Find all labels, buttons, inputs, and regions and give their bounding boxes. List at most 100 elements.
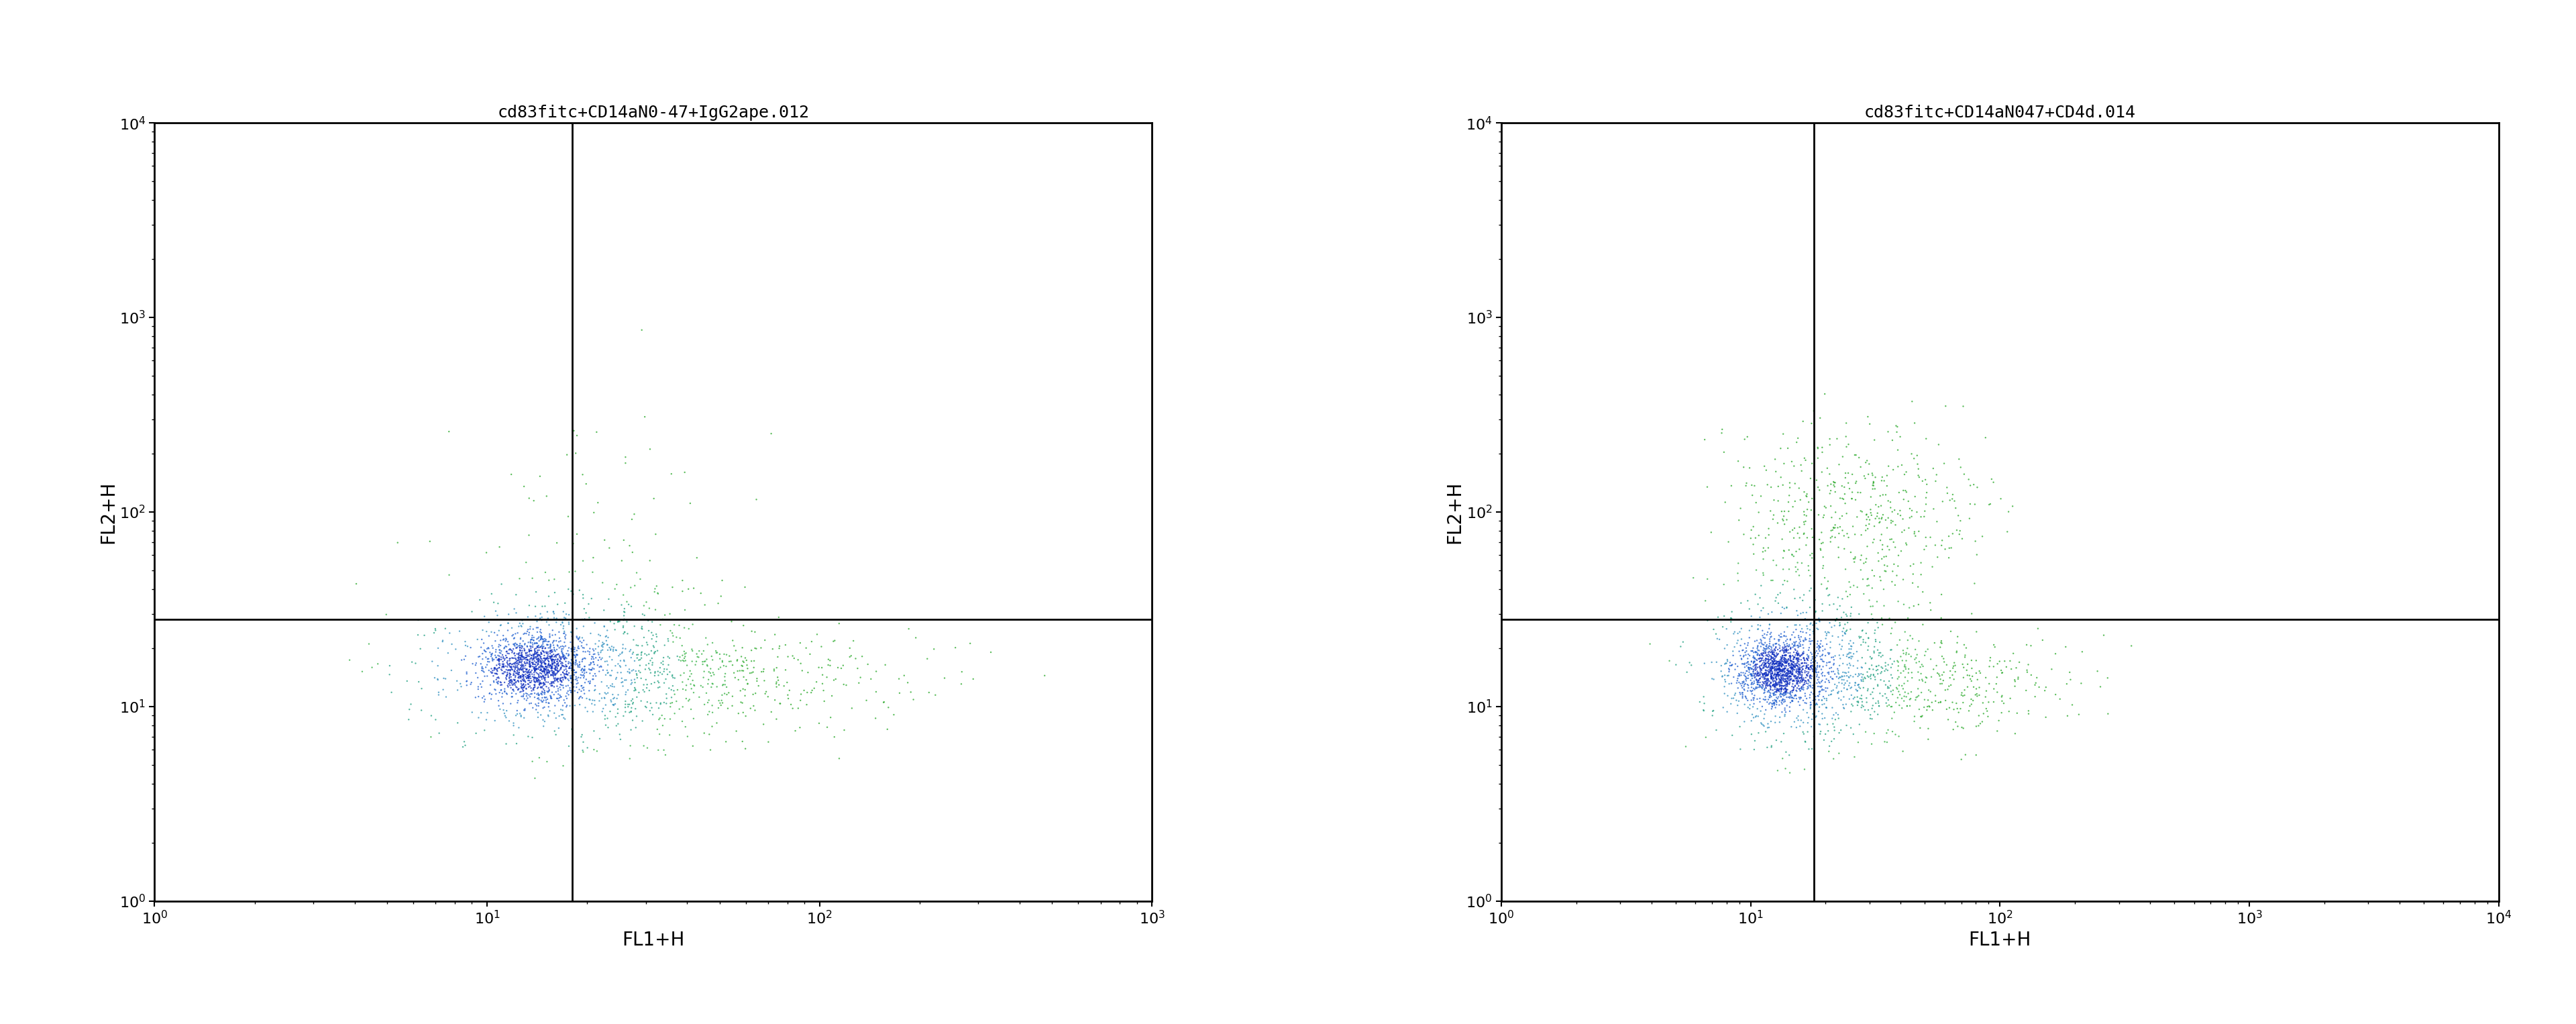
Point bbox=[835, 650, 876, 667]
Point bbox=[572, 671, 613, 687]
Point bbox=[489, 670, 531, 686]
Point bbox=[562, 660, 603, 677]
Point bbox=[507, 690, 549, 707]
Point bbox=[502, 478, 544, 495]
Point bbox=[1718, 632, 1759, 648]
Point bbox=[520, 638, 562, 654]
Point bbox=[1762, 656, 1803, 673]
Point bbox=[515, 677, 556, 693]
Point bbox=[1700, 663, 1741, 679]
Point bbox=[489, 680, 531, 696]
Point bbox=[590, 540, 631, 556]
Point bbox=[1736, 708, 1777, 724]
Point bbox=[1749, 673, 1790, 689]
Point bbox=[528, 626, 569, 642]
Point bbox=[670, 669, 711, 685]
Point bbox=[667, 692, 708, 709]
Point bbox=[1973, 693, 2014, 710]
Point bbox=[489, 466, 531, 482]
Point bbox=[1842, 667, 1883, 683]
Point bbox=[538, 720, 580, 736]
Point bbox=[603, 612, 644, 629]
Point bbox=[1770, 672, 1811, 688]
Point bbox=[1762, 691, 1803, 708]
Point bbox=[768, 690, 809, 707]
Point bbox=[482, 656, 523, 673]
Point bbox=[688, 636, 729, 652]
Point bbox=[2007, 706, 2048, 722]
Point bbox=[500, 654, 541, 671]
Point bbox=[556, 652, 598, 669]
Point bbox=[701, 687, 742, 703]
Point bbox=[1762, 503, 1803, 519]
Point bbox=[541, 633, 582, 649]
Point bbox=[484, 657, 526, 674]
Point bbox=[1785, 733, 1826, 750]
Point bbox=[1767, 641, 1808, 657]
Point bbox=[1888, 599, 1929, 615]
Point bbox=[1909, 698, 1950, 715]
Point bbox=[518, 647, 559, 664]
Point bbox=[518, 638, 559, 654]
Point bbox=[569, 675, 611, 691]
Point bbox=[1826, 525, 1868, 542]
Point bbox=[1950, 477, 1991, 494]
Point bbox=[1909, 682, 1950, 698]
Point bbox=[1808, 645, 1850, 662]
Point bbox=[1741, 717, 1783, 733]
Point bbox=[1795, 688, 1837, 705]
Point bbox=[507, 672, 549, 688]
Point bbox=[538, 611, 580, 628]
Point bbox=[1734, 741, 1775, 758]
Point bbox=[1839, 637, 1880, 653]
Point bbox=[477, 692, 518, 709]
Point bbox=[1834, 551, 1875, 567]
Point bbox=[425, 671, 466, 687]
Point bbox=[1852, 475, 1893, 492]
Point bbox=[469, 644, 510, 660]
Point bbox=[466, 705, 507, 721]
Point bbox=[1777, 657, 1819, 674]
Point bbox=[1886, 698, 1927, 715]
Point bbox=[1744, 635, 1785, 651]
Point bbox=[1788, 648, 1829, 665]
Point bbox=[559, 670, 600, 686]
Point bbox=[1723, 681, 1765, 697]
Point bbox=[533, 655, 574, 672]
Point bbox=[500, 674, 541, 690]
Point bbox=[523, 676, 564, 692]
Point bbox=[1744, 680, 1785, 696]
Point bbox=[564, 668, 605, 684]
Point bbox=[474, 668, 515, 684]
Point bbox=[523, 650, 564, 667]
Point bbox=[1716, 662, 1757, 678]
Point bbox=[538, 692, 580, 709]
Point bbox=[461, 639, 502, 655]
Point bbox=[502, 648, 544, 665]
Point bbox=[505, 649, 546, 666]
Point bbox=[641, 718, 683, 734]
Point bbox=[1747, 657, 1788, 674]
Point bbox=[1958, 708, 1999, 724]
Point bbox=[1860, 658, 1901, 675]
Point bbox=[652, 625, 693, 641]
Point bbox=[1741, 667, 1783, 683]
Point bbox=[1793, 662, 1834, 678]
Point bbox=[1788, 659, 1829, 676]
Point bbox=[1772, 656, 1814, 673]
Point bbox=[1747, 739, 1788, 756]
Point bbox=[1883, 571, 1924, 588]
Point bbox=[518, 655, 559, 672]
Point bbox=[1790, 669, 1832, 685]
Point bbox=[1759, 626, 1801, 642]
Point bbox=[574, 678, 616, 694]
Point bbox=[1767, 674, 1808, 690]
Point bbox=[518, 659, 559, 676]
Point bbox=[531, 642, 572, 658]
Point bbox=[636, 634, 677, 650]
Point bbox=[1705, 667, 1747, 683]
Point bbox=[1754, 708, 1795, 724]
Point bbox=[1834, 526, 1875, 543]
Point bbox=[605, 624, 647, 640]
Point bbox=[559, 667, 600, 683]
